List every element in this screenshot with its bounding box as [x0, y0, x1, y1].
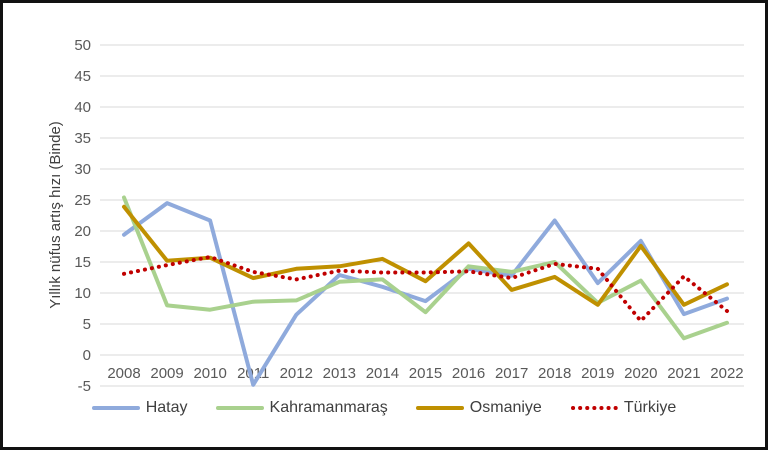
- x-tick-label: 2012: [280, 365, 313, 382]
- legend-item-turkiye: Türkiye: [570, 399, 676, 417]
- legend-label-kahramanmaras: Kahramanmaraş: [269, 399, 388, 416]
- legend-swatch-hatay-line: [91, 406, 140, 410]
- legend-label-osmaniye: Osmaniye: [469, 399, 542, 416]
- series-line-osmaniye: [122, 204, 729, 307]
- y-tick-label: 45: [74, 68, 91, 85]
- legend-label-turkiye: Türkiye: [623, 399, 677, 416]
- legend-swatch-turkiye-dotted-line: [570, 406, 618, 410]
- x-tick-label: 2017: [495, 365, 528, 382]
- legend-item-kahramanmaras: Kahramanmaraş: [215, 399, 388, 417]
- x-tick-label: 2013: [323, 365, 356, 382]
- legend-item-osmaniye: Osmaniye: [415, 399, 542, 417]
- chart-legend: Hatay Kahramanmaraş Osmaniye Türkiye: [3, 399, 765, 417]
- y-tick-label: 25: [74, 192, 91, 209]
- series-line-hatay: [122, 201, 729, 387]
- x-tick-label: 2019: [581, 365, 614, 382]
- legend-swatch-osmaniye-line: [415, 406, 464, 410]
- legend-item-hatay: Hatay: [91, 399, 188, 417]
- y-tick-label: 15: [74, 254, 91, 271]
- y-tick-label: 5: [83, 316, 91, 333]
- series-line-kahramanmaraş: [122, 195, 729, 341]
- y-tick-label: 0: [83, 347, 91, 364]
- x-tick-label: 2009: [150, 365, 183, 382]
- series-line-türkiye: [122, 255, 729, 323]
- y-tick-label: 50: [74, 37, 91, 54]
- y-tick-label: 10: [74, 285, 91, 302]
- y-tick-label: 20: [74, 223, 91, 240]
- x-tick-label: 2022: [710, 365, 743, 382]
- y-tick-label: 40: [74, 99, 91, 116]
- x-tick-label: 2015: [409, 365, 442, 382]
- x-tick-label: 2018: [538, 365, 571, 382]
- legend-swatch-kahramanmaras-line: [215, 406, 264, 410]
- legend-label-hatay: Hatay: [145, 399, 188, 416]
- x-tick-label: 2020: [624, 365, 657, 382]
- x-tick-label: 2008: [107, 365, 140, 382]
- y-tick-label: 35: [74, 130, 91, 147]
- x-tick-label: 2016: [452, 365, 485, 382]
- y-tick-label: 30: [74, 161, 91, 178]
- x-tick-label: 2021: [667, 365, 700, 382]
- x-tick-label: 2014: [366, 365, 399, 382]
- y-axis-title: Yıllık nüfus artış hızı (Binde): [47, 121, 64, 309]
- x-tick-label: 2010: [193, 365, 226, 382]
- y-tick-label: -5: [78, 378, 91, 395]
